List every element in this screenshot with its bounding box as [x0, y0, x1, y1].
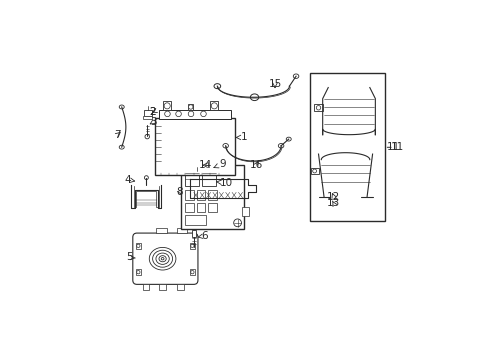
Ellipse shape — [159, 256, 166, 262]
Ellipse shape — [250, 94, 258, 100]
Text: 9: 9 — [213, 159, 226, 169]
Ellipse shape — [164, 111, 170, 117]
Bar — [207, 190, 216, 200]
Text: 5: 5 — [125, 252, 135, 262]
Text: 7: 7 — [114, 130, 121, 140]
Bar — [203, 167, 211, 172]
Ellipse shape — [137, 270, 140, 274]
Ellipse shape — [293, 74, 298, 78]
Text: 3: 3 — [149, 117, 156, 127]
Bar — [191, 230, 196, 237]
Ellipse shape — [233, 219, 241, 227]
Ellipse shape — [285, 137, 291, 141]
FancyBboxPatch shape — [133, 233, 198, 284]
Bar — [210, 102, 218, 110]
Ellipse shape — [200, 111, 206, 117]
Ellipse shape — [190, 244, 194, 247]
Bar — [196, 190, 205, 200]
Bar — [181, 165, 243, 229]
Bar — [159, 284, 166, 290]
Text: 2: 2 — [149, 107, 157, 117]
Text: 11: 11 — [386, 142, 400, 152]
Bar — [314, 104, 322, 111]
Text: 4: 4 — [124, 175, 134, 185]
Ellipse shape — [188, 105, 193, 109]
Bar — [177, 284, 183, 290]
Text: 1: 1 — [235, 132, 247, 143]
Bar — [310, 168, 318, 174]
Bar — [185, 215, 206, 225]
Text: 6: 6 — [198, 231, 208, 241]
Bar — [188, 104, 193, 110]
Bar — [196, 203, 205, 212]
Ellipse shape — [156, 253, 169, 264]
Bar — [309, 73, 384, 221]
Ellipse shape — [175, 111, 181, 117]
Ellipse shape — [137, 244, 140, 247]
Bar — [135, 243, 141, 249]
Text: 14: 14 — [199, 160, 212, 170]
Ellipse shape — [152, 250, 172, 267]
Text: 2: 2 — [149, 107, 156, 117]
Bar — [208, 162, 212, 167]
Bar — [135, 269, 141, 275]
Ellipse shape — [149, 247, 176, 270]
Ellipse shape — [223, 144, 228, 148]
Ellipse shape — [188, 111, 193, 117]
Bar — [159, 110, 231, 119]
Ellipse shape — [214, 84, 220, 89]
Ellipse shape — [145, 134, 149, 139]
Bar — [189, 243, 195, 249]
Ellipse shape — [278, 144, 284, 148]
Bar — [207, 203, 216, 212]
Bar — [185, 203, 194, 212]
Ellipse shape — [119, 145, 124, 149]
Bar — [142, 284, 149, 290]
Text: 16: 16 — [249, 160, 262, 170]
Text: 10: 10 — [216, 177, 232, 188]
Text: 8: 8 — [176, 186, 183, 197]
Bar — [185, 190, 194, 200]
Text: 15: 15 — [268, 79, 281, 89]
Ellipse shape — [194, 163, 198, 167]
Bar — [156, 228, 167, 233]
Bar — [195, 171, 198, 174]
Bar — [202, 169, 216, 186]
Ellipse shape — [144, 176, 148, 180]
Bar — [177, 228, 186, 233]
Bar — [155, 118, 235, 175]
Ellipse shape — [190, 270, 194, 274]
Bar — [143, 110, 151, 116]
Ellipse shape — [316, 105, 320, 110]
Ellipse shape — [211, 103, 217, 109]
Bar — [189, 269, 195, 275]
Text: 13: 13 — [326, 198, 340, 208]
Ellipse shape — [164, 103, 170, 109]
Bar — [163, 102, 171, 110]
Bar — [242, 207, 249, 216]
Ellipse shape — [161, 257, 163, 260]
Ellipse shape — [119, 105, 124, 109]
Text: 11: 11 — [390, 142, 403, 152]
Bar — [185, 169, 199, 186]
Bar — [142, 116, 152, 119]
Text: 12: 12 — [326, 192, 340, 202]
Ellipse shape — [312, 169, 316, 173]
